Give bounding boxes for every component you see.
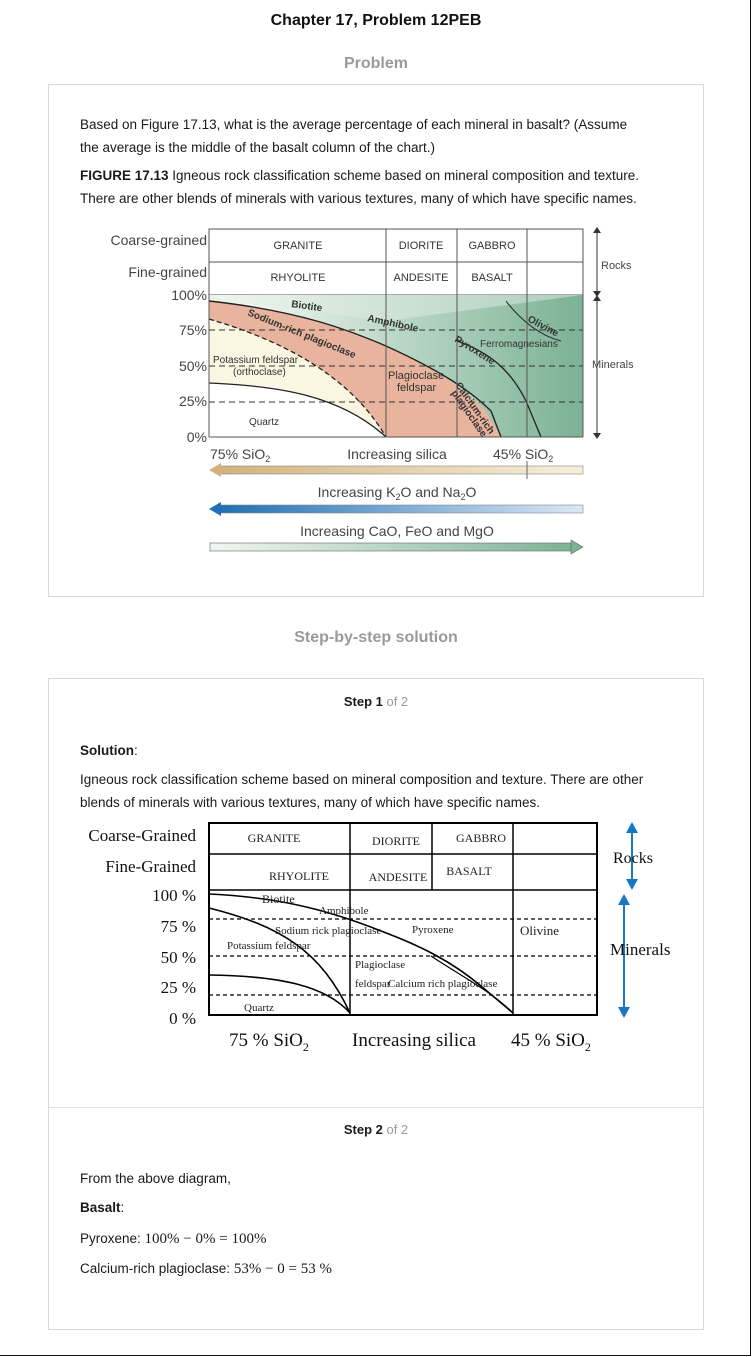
step-divider (49, 1107, 703, 1108)
rock-andesite: ANDESITE (393, 272, 448, 284)
fig2-tick-0: 0 % (169, 1009, 196, 1028)
fig2-mineral-amphibole: Amphibole (319, 905, 369, 917)
page-title: Chapter 17, Problem 12PEB (270, 12, 482, 29)
pyroxene-line: Pyroxene: 100% − 0% = 100% (80, 1231, 267, 1247)
solution-figure: Coarse-Grained Fine-Grained GRANITE DIOR… (88, 822, 670, 1054)
mineral-plagioclase: Plagioclase (388, 370, 444, 382)
fig2-silica-right: 45 % SiO2 (511, 1030, 591, 1054)
silica-left-label: 75% SiO2 (210, 446, 270, 464)
fig2-side-label-minerals: Minerals (610, 940, 670, 959)
problem-card: Based on Figure 17.13, what is the avera… (48, 84, 704, 597)
solution-section-label: Step-by-step solution (294, 629, 458, 646)
fig2-silica-mid: Increasing silica (352, 1030, 477, 1051)
fig2-mineral-plagioclase: Plagioclase (355, 959, 405, 971)
tick-25: 25% (179, 393, 207, 409)
fig2-rock-diorite: DIORITE (372, 834, 420, 848)
silica-right-label: 45% SiO2 (493, 446, 553, 464)
fig2-mineral-pyroxene: Pyroxene (412, 924, 454, 936)
solution-label: Solution: (80, 743, 138, 758)
cao-feo-mgo-arrow (209, 539, 584, 555)
fig2-rock-basalt: BASALT (446, 864, 492, 878)
rock-table (208, 228, 584, 296)
fig2-label-coarse: Coarse-Grained (88, 826, 196, 845)
rock-diorite: DIORITE (399, 240, 444, 252)
mineral-chart (208, 229, 584, 438)
figure-caption-text: Igneous rock classification scheme based… (168, 168, 640, 183)
fig2-tick-50: 50 % (161, 948, 196, 967)
mineral-orthoclase: (orthoclase) (233, 367, 286, 378)
question-line-2: the average is the middle of the basalt … (80, 140, 435, 155)
rock-basalt: BASALT (471, 272, 513, 284)
mineral-quartz: Quartz (249, 417, 279, 428)
fig2-rock-andesite: ANDESITE (369, 870, 428, 884)
fig2-mineral-calcium-rich: Calcium rich plagioclase (388, 978, 497, 990)
fig2-mineral-feldspar: feldspar (355, 978, 391, 990)
solution-text-line-2: blends of minerals with various textures… (80, 795, 540, 810)
figure-caption-line-1: FIGURE 17.13 Igneous rock classification… (80, 164, 680, 187)
tick-100: 100% (171, 287, 207, 303)
fig2-mineral-quartz: Quartz (244, 1002, 274, 1014)
tick-75: 75% (179, 322, 207, 338)
silica-axis-label: Increasing silica (347, 446, 447, 462)
fig2-minerals-arrow (618, 894, 630, 1018)
figure-label: FIGURE 17.13 (80, 168, 169, 183)
k2o-na2o-label: Increasing K2O and Na2O (318, 484, 477, 502)
fig2-side-label-rocks: Rocks (613, 850, 653, 867)
fig2-rocks-arrow (626, 822, 638, 890)
mineral-ferromagnesians: Ferromagnesians (480, 339, 558, 350)
calcium-line: Calcium-rich plagioclase: 53% − 0 = 53 % (80, 1261, 332, 1277)
problem-section-label: Problem (343, 55, 408, 72)
basalt-label: Basalt: (80, 1200, 125, 1215)
fig2-rock-rhyolite: RHYOLITE (269, 869, 329, 883)
fig2-silica-left: 75 % SiO2 (229, 1030, 309, 1054)
minerals-bracket (593, 295, 601, 439)
fig2-mineral-potassium-feldspar: Potassium feldspar (227, 940, 311, 952)
pyroxene-calc: 100% − 0% = 100% (144, 1231, 267, 1247)
fig2-rock-granite: GRANITE (248, 831, 301, 845)
rock-rhyolite: RHYOLITE (270, 272, 325, 284)
mineral-biotite: Biotite (291, 299, 324, 314)
k2o-na2o-arrow (209, 502, 584, 516)
fig2-mineral-biotite: Biotite (262, 892, 295, 906)
mineral-feldspar: feldspar (397, 382, 436, 394)
fig2-mineral-sodium: Sodium rick plagioclase (275, 925, 381, 937)
rocks-bracket (593, 227, 601, 297)
label-fine-grained: Fine-grained (128, 264, 207, 280)
solution-curves (208, 893, 597, 1014)
tick-50: 50% (179, 358, 207, 374)
cao-feo-mgo-label: Increasing CaO, FeO and MgO (300, 523, 494, 539)
figure-caption-line-2: There are other blends of minerals with … (80, 191, 637, 206)
solution-text-line-1: Igneous rock classification scheme based… (80, 772, 644, 787)
step-2-header: Step 2 of 2 (343, 1122, 409, 1137)
silica-arrow (209, 461, 584, 479)
side-label-minerals: Minerals (592, 359, 634, 371)
label-coarse-grained: Coarse-grained (111, 232, 208, 248)
fig2-label-fine: Fine-Grained (105, 857, 196, 876)
step-1-header: Step 1 of 2 (343, 694, 409, 709)
from-diagram-text: From the above diagram, (80, 1171, 231, 1186)
side-label-rocks: Rocks (601, 260, 632, 272)
figure-17-13: Coarse-grained Fine-grained GRANITE DIOR… (111, 227, 634, 555)
fig2-rock-gabbro: GABBRO (456, 831, 506, 845)
fig2-mineral-olivine: Olivine (520, 923, 559, 938)
tick-0: 0% (187, 429, 207, 445)
solution-card: Step 1 of 2 Solution: Igneous rock class… (48, 678, 704, 1330)
rock-gabbro: GABBRO (468, 240, 516, 252)
fig2-tick-75: 75 % (161, 917, 196, 936)
mineral-potassium-feldspar: Potassium feldspar (213, 355, 299, 366)
question-line-1: Based on Figure 17.13, what is the avera… (80, 117, 628, 132)
rock-granite: GRANITE (274, 240, 323, 252)
calcium-calc: 53% − 0 = 53 % (233, 1261, 332, 1277)
fig2-tick-25: 25 % (161, 978, 196, 997)
fig2-tick-100: 100 % (152, 886, 196, 905)
